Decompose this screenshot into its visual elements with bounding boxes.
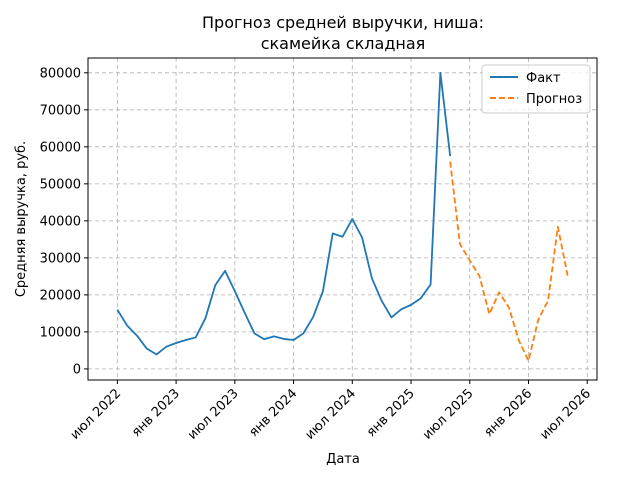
series-line-fact [116, 71, 452, 356]
y-tick-label: 10000 [40, 325, 81, 340]
y-tick-label: 70000 [40, 103, 81, 118]
legend-forecast-label: Прогноз [526, 92, 582, 107]
chart-title-line-2: скамейка складная [261, 34, 426, 53]
y-tick-label: 0 [73, 362, 81, 377]
grid [88, 58, 597, 380]
legend-fact-label: Факт [526, 71, 561, 86]
chart-title-line-1: Прогноз средней выручки, ниша: [202, 13, 484, 32]
y-tick-label: 40000 [40, 214, 81, 229]
y-tick-label: 60000 [40, 140, 81, 155]
y-axis-label: Средняя выручка, руб. [14, 141, 29, 297]
series-layer [116, 71, 569, 362]
y-tick-label: 50000 [40, 177, 81, 192]
plot-area [87, 57, 598, 381]
legend: Факт Прогноз [481, 64, 591, 114]
x-axis-label: Дата [326, 452, 360, 467]
y-tick-label: 20000 [40, 288, 81, 303]
y-tick-label: 30000 [40, 251, 81, 266]
y-tick-label: 80000 [40, 66, 81, 81]
series-line-forecast [449, 161, 569, 362]
